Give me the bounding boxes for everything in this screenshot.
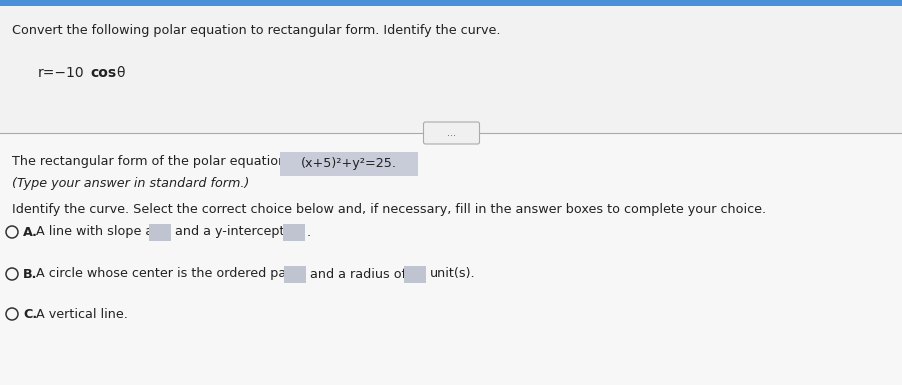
Bar	[0, 6, 902, 133]
Text: θ: θ	[115, 66, 124, 80]
Text: A line with slope a: A line with slope a	[36, 226, 153, 238]
Text: (x+5)²+y²=25.: (x+5)²+y²=25.	[300, 157, 397, 171]
Text: B.: B.	[23, 268, 37, 281]
Text: cos: cos	[90, 66, 116, 80]
Bar	[403, 266, 426, 283]
Text: C.: C.	[23, 308, 37, 320]
FancyBboxPatch shape	[423, 122, 479, 144]
Bar	[280, 152, 418, 176]
Text: Convert the following polar equation to rectangular form. Identify the curve.: Convert the following polar equation to …	[12, 24, 500, 37]
Text: r=−10: r=−10	[38, 66, 85, 80]
Bar	[282, 224, 305, 241]
Text: unit(s).: unit(s).	[429, 268, 475, 281]
Text: and a radius of: and a radius of	[309, 268, 406, 281]
Text: A vertical line.: A vertical line.	[36, 308, 128, 320]
Text: (Type your answer in standard form.): (Type your answer in standard form.)	[12, 177, 249, 190]
Bar	[149, 224, 170, 241]
Bar	[0, 133, 902, 385]
Text: .: .	[307, 226, 311, 238]
Text: The rectangular form of the polar equation is: The rectangular form of the polar equati…	[12, 155, 304, 168]
Text: ...: ...	[446, 128, 456, 138]
Text: Identify the curve. Select the correct choice below and, if necessary, fill in t: Identify the curve. Select the correct c…	[12, 203, 765, 216]
Bar	[0, 0, 902, 6]
Text: A circle whose center is the ordered pair: A circle whose center is the ordered pai…	[36, 268, 295, 281]
Bar	[284, 266, 306, 283]
Text: A.: A.	[23, 226, 38, 238]
Text: and a y-intercept: and a y-intercept	[175, 226, 284, 238]
